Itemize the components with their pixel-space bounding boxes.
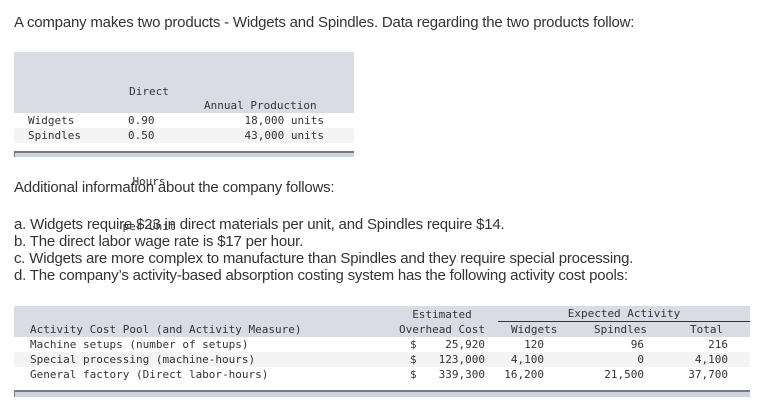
activity-pool: Special processing (machine-hours) [30, 353, 256, 366]
header-line: per Unit [122, 220, 176, 233]
header-activity-pool: Activity Cost Pool (and Activity Measure… [30, 323, 302, 336]
overhead-cost: 25,920 [445, 338, 485, 351]
table-footer-bar [14, 390, 750, 397]
spindles-activity: 0 [637, 353, 644, 366]
info-item-d: d. The company’s activity-based absorpti… [14, 267, 628, 284]
table-row: Machine setups (number of setups) $ 25,9… [14, 337, 750, 352]
table-row: General factory (Direct labor-hours) $ 3… [14, 367, 750, 382]
currency-symbol: $ [410, 353, 417, 366]
info-item-c: c. Widgets are more complex to manufactu… [14, 250, 634, 267]
annual-production: 43,000 units [244, 129, 324, 142]
widgets-activity: 4,100 [510, 353, 544, 366]
annual-production: 18,000 units [244, 114, 324, 127]
header-line: Hours [132, 175, 166, 188]
table-row: Special processing (machine-hours) $ 123… [14, 352, 750, 367]
widgets-activity: 120 [524, 338, 544, 351]
info-item-b: b. The direct labor wage rate is $17 per… [14, 233, 304, 250]
header-total: Total [690, 323, 724, 336]
activity-cost-pool-table: Estimated Overhead Cost Expected Activit… [14, 306, 750, 397]
dlh-per-unit: 0.50 [128, 129, 155, 142]
table-row: Spindles 0.50 43,000 units [14, 128, 354, 143]
activity-pool: General factory (Direct labor-hours) [30, 368, 269, 381]
header-spindles: Spindles [594, 323, 647, 336]
product-data-table: Direct Labor- Hours per Unit Annual Prod… [14, 52, 354, 233]
currency-symbol: $ [410, 338, 417, 351]
widgets-activity: 16,200 [504, 368, 544, 381]
activity-pool: Machine setups (number of setups) [30, 338, 249, 351]
spindles-activity: 21,500 [604, 368, 644, 381]
header-line: Direct [129, 85, 169, 98]
spindles-activity: 96 [630, 338, 644, 351]
table-header: Direct Labor- Hours per Unit Annual Prod… [14, 52, 354, 233]
header-annual-production: Annual Production [204, 99, 317, 112]
header-overhead-cost: Overhead Cost [398, 323, 486, 336]
table-footer-bar [14, 151, 354, 157]
total-activity: 4,100 [694, 353, 728, 366]
header-widgets: Widgets [511, 323, 558, 336]
overhead-cost: 339,300 [438, 368, 485, 381]
total-activity: 216 [708, 338, 728, 351]
table-row: Widgets 0.90 18,000 units [14, 113, 354, 128]
intro-text: A company makes two products - Widgets a… [14, 14, 635, 31]
dlh-per-unit: 0.90 [128, 114, 155, 127]
overhead-cost: 123,000 [438, 353, 485, 366]
group-underline [498, 321, 750, 322]
header-estimated: Estimated [412, 308, 472, 321]
product-name: Spindles [28, 129, 81, 142]
table-header: Estimated Overhead Cost Expected Activit… [14, 306, 750, 337]
additional-heading: Additional information about the company… [14, 179, 335, 196]
product-name: Widgets [28, 114, 75, 127]
info-item-a: a. Widgets require $23 in direct materia… [14, 216, 505, 233]
currency-symbol: $ [410, 368, 417, 381]
total-activity: 37,700 [688, 368, 728, 381]
header-expected-activity: Expected Activity [567, 307, 681, 320]
